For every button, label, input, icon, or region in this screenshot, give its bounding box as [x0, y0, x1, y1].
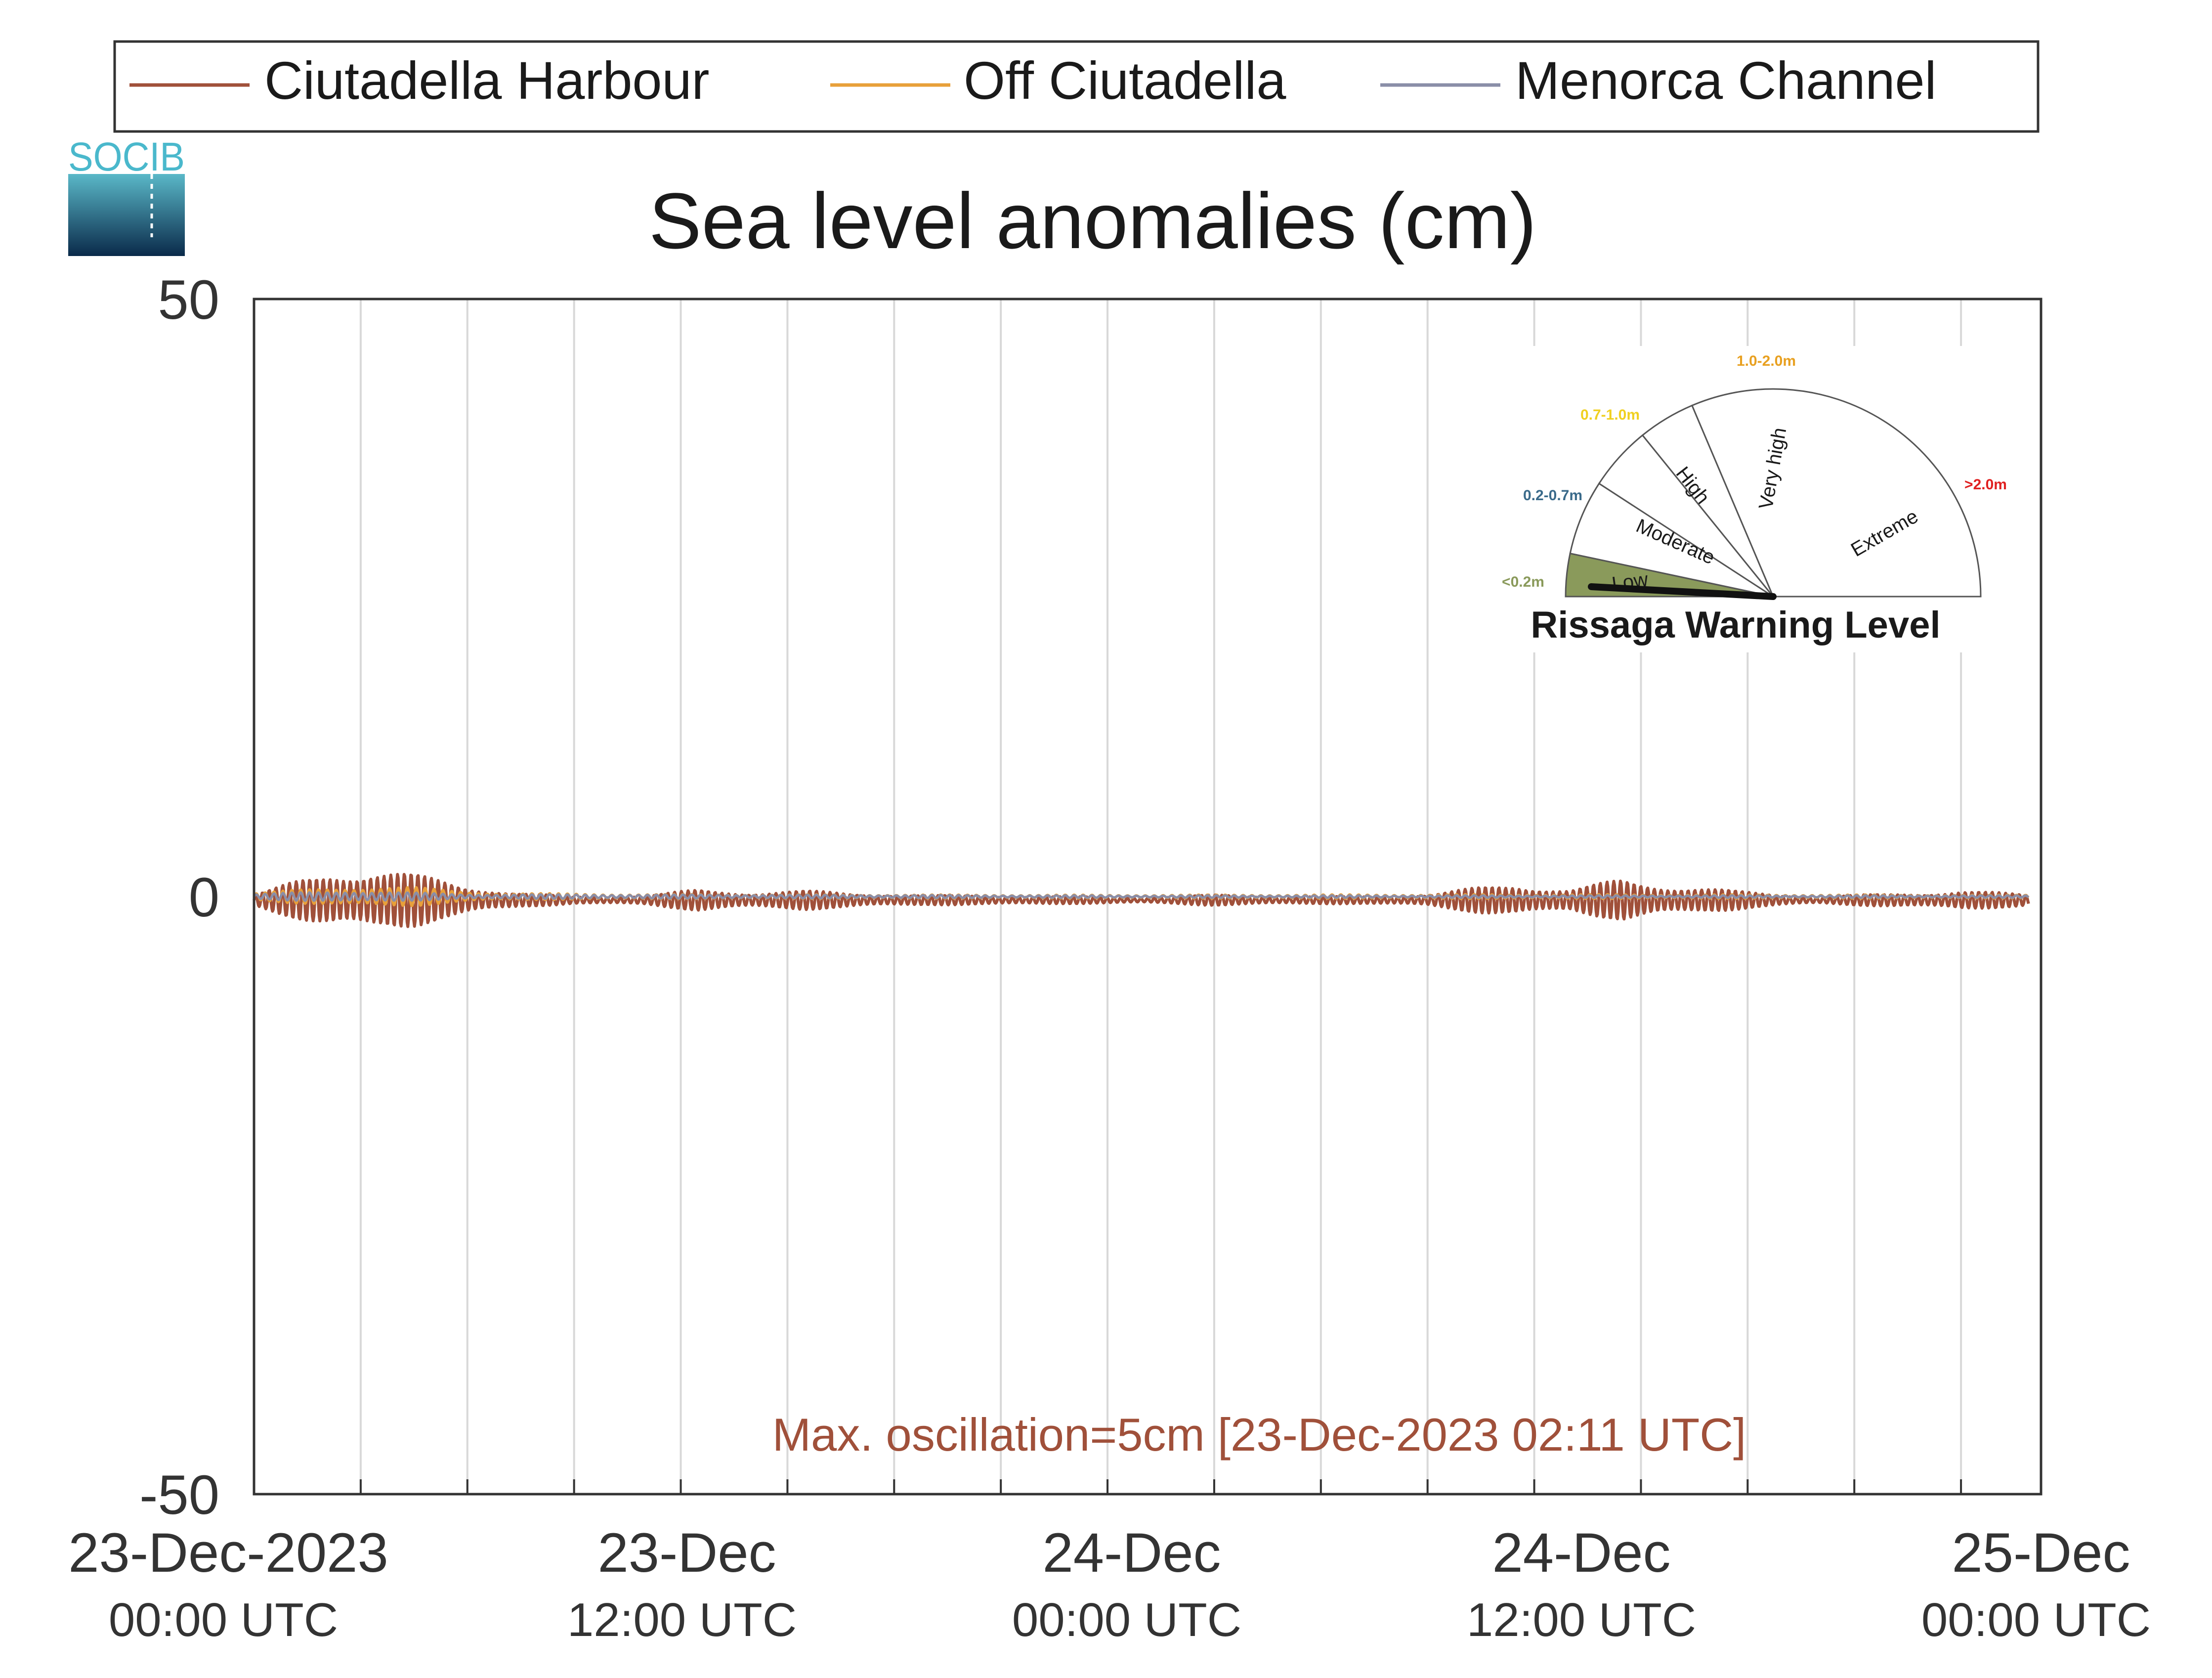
- x-tick-date-label: 24-Dec: [1042, 1522, 1221, 1584]
- socib-logo-text: SOCIB: [68, 134, 185, 179]
- x-tick-time-label: 12:00 UTC: [1467, 1593, 1696, 1646]
- socib-logo-wave: [68, 174, 185, 256]
- y-tick-label: 50: [158, 269, 219, 331]
- gauge-range-label: >2.0m: [1964, 476, 2007, 493]
- x-tick-date-label: 23-Dec: [597, 1522, 776, 1584]
- legend: Ciutadella Harbour Off Ciutadella Menorc…: [113, 40, 2040, 133]
- gauge-range-label: 0.2-0.7m: [1523, 487, 1582, 504]
- x-tick-date-label: 24-Dec: [1492, 1522, 1670, 1584]
- gauge-range-label: 1.0-2.0m: [1737, 353, 1796, 369]
- gauge-title: Rissaga Warning Level: [1531, 604, 1940, 646]
- gauge-range-label: <0.2m: [1502, 574, 1544, 590]
- series-line-menorca-channel: [253, 891, 2030, 902]
- x-tick-date-label: 23-Dec-2023: [68, 1522, 388, 1584]
- max-oscillation-annotation: Max. oscillation=5cm [23-Dec-2023 02:11 …: [772, 1409, 1746, 1461]
- gauge-needle: [1588, 583, 1777, 600]
- gauge-sector-moderate: [1569, 482, 1774, 598]
- socib-logo: SOCIB: [68, 134, 185, 256]
- y-tick-label: -50: [139, 1464, 219, 1526]
- x-tick-time-label: 00:00 UTC: [109, 1593, 338, 1646]
- x-tick-time-label: 00:00 UTC: [1012, 1593, 1241, 1646]
- x-tick-time-label: 12:00 UTC: [567, 1593, 797, 1646]
- plot-frame: [253, 298, 2042, 1496]
- gauge-sector-extreme: [1691, 388, 1982, 598]
- x-tick-date-label: 25-Dec: [1952, 1522, 2130, 1584]
- legend-label-menorca-channel: Menorca Channel: [1515, 50, 1937, 110]
- gauge-range-label: 0.7-1.0m: [1580, 407, 1640, 423]
- chart-title: Sea level anomalies (cm): [649, 176, 1536, 265]
- x-tick-time-label: 00:00 UTC: [1921, 1593, 2151, 1646]
- legend-label-off-ciutadella: Off Ciutadella: [964, 50, 1286, 110]
- y-tick-label: 0: [189, 866, 219, 928]
- series-lines: [253, 873, 2030, 928]
- legend-box: [113, 40, 2040, 133]
- legend-label-ciutadella-harbour: Ciutadella Harbour: [264, 50, 710, 110]
